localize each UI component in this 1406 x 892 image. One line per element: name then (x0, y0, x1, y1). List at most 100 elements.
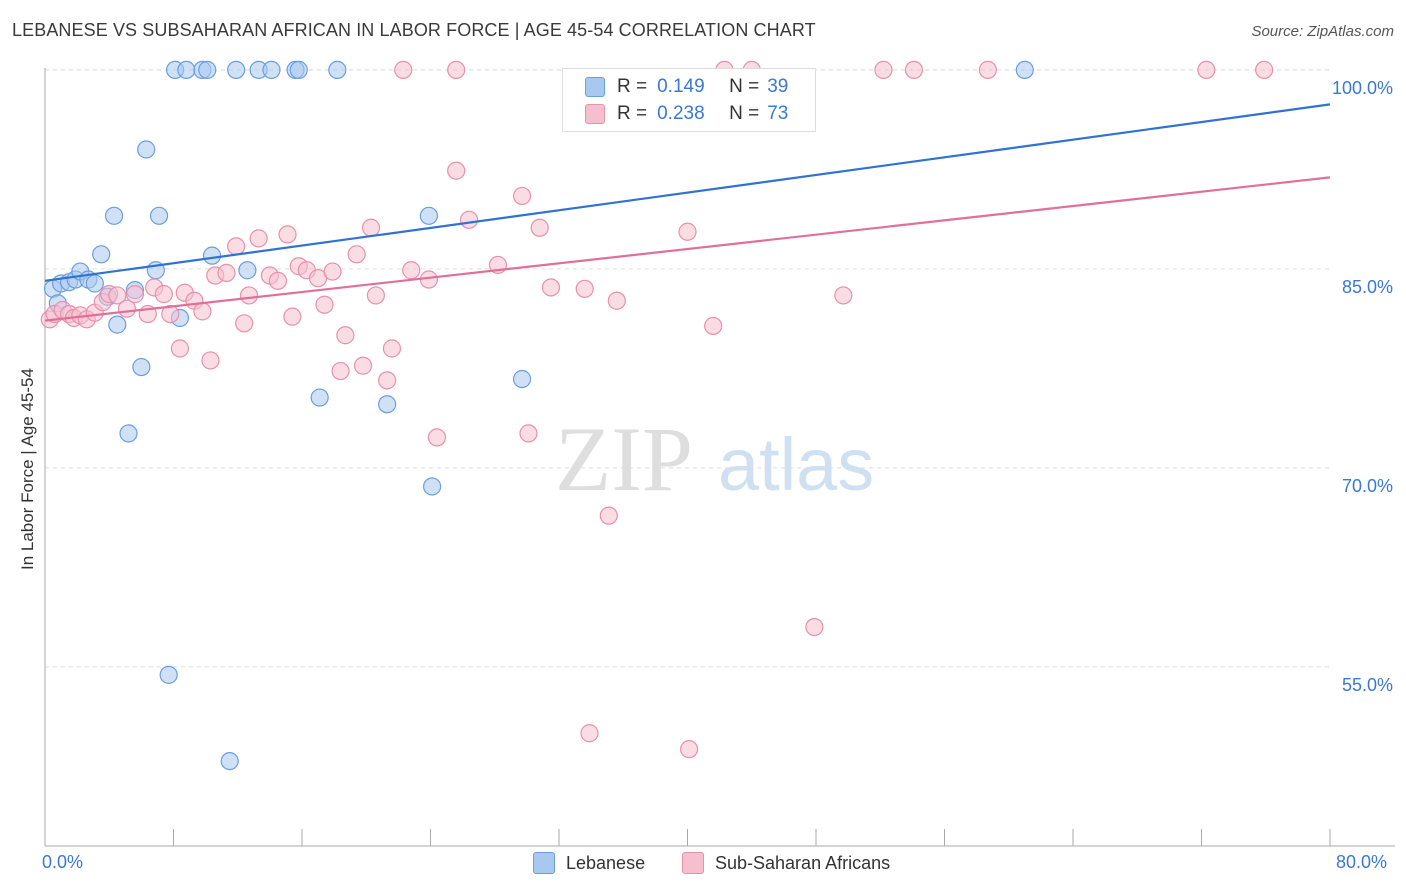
legend-item-subsaharan[interactable]: Sub-Saharan Africans (682, 852, 890, 874)
lebanese-point (423, 477, 442, 496)
lebanese-point (227, 60, 246, 80)
subsaharan-point (519, 424, 538, 443)
y-tick-label: 100.0% (1332, 78, 1393, 98)
subsaharan-point (235, 314, 254, 333)
lebanese-swatch (533, 852, 555, 874)
subsaharan-point (227, 237, 246, 256)
subsaharan-point (154, 285, 173, 304)
lebanese-point (132, 357, 151, 377)
lebanese-point (202, 246, 222, 265)
subsaharan-point (323, 262, 342, 281)
subsaharan-point (378, 371, 397, 390)
chart-title: LEBANESE VS SUBSAHARAN AFRICAN IN LABOR … (12, 20, 816, 40)
lebanese-point (137, 140, 156, 159)
subsaharan-point (427, 428, 447, 447)
lebanese-point (85, 274, 104, 293)
lebanese-point (119, 424, 138, 443)
lebanese-point (262, 60, 281, 80)
subsaharan-point (347, 245, 366, 264)
subsaharan-trend-line (44, 176, 1331, 322)
lebanese-point (512, 369, 532, 389)
source-label: Source: ZipAtlas.com (1251, 23, 1394, 40)
y-tick-label: 85.0% (1342, 277, 1393, 297)
legend-row-lebanese: R = 0.149 N = 39 (585, 75, 788, 99)
subsaharan-point (315, 295, 334, 314)
subsaharan-point (599, 506, 618, 525)
subsaharan-point (366, 286, 385, 305)
r-label: R = (617, 103, 648, 124)
lebanese-point (149, 206, 169, 225)
subsaharan-point (217, 263, 236, 282)
subsaharan-swatch (585, 104, 605, 124)
subsaharan-point (1255, 60, 1274, 80)
lebanese-point (198, 60, 217, 80)
subsaharan-point (541, 278, 561, 297)
lebanese-point (92, 245, 111, 264)
watermark-zip: ZIP (555, 408, 693, 510)
subsaharan-point (805, 617, 824, 637)
subsaharan-point (331, 361, 350, 381)
subsaharan-point (201, 351, 220, 370)
subsaharan-point (283, 307, 302, 326)
legend-label: Sub-Saharan Africans (715, 852, 891, 873)
subsaharan-point (193, 302, 212, 321)
n-value: 39 (767, 76, 789, 97)
subsaharan-point (361, 218, 381, 237)
subsaharan-point (680, 740, 699, 759)
subsaharan-point (678, 222, 697, 241)
lebanese-point (104, 206, 124, 225)
subsaharan-point (447, 161, 466, 180)
lebanese-point (310, 388, 329, 407)
series-legend: Lebanese Sub-Saharan Africans (0, 852, 1406, 876)
lebanese-swatch (585, 77, 605, 97)
lebanese-point (177, 60, 196, 80)
legend-item-lebanese[interactable]: Lebanese (533, 852, 645, 874)
subsaharan-point (278, 225, 297, 244)
lebanese-point (419, 206, 438, 225)
subsaharan-point (336, 326, 355, 345)
lebanese-point (289, 60, 308, 80)
lebanese-point (238, 261, 257, 280)
subsaharan-point (125, 285, 145, 304)
lebanese-point (108, 315, 127, 334)
subsaharan-point (447, 60, 466, 80)
subsaharan-point (394, 60, 413, 80)
subsaharan-point (268, 271, 288, 290)
subsaharan-point (904, 60, 924, 80)
n-label: N = (729, 103, 760, 124)
subsaharan-point (704, 316, 723, 336)
subsaharan-point (382, 339, 402, 358)
lebanese-point (378, 395, 397, 414)
subsaharan-point (239, 286, 259, 305)
r-label: R = (617, 76, 648, 97)
lebanese-trend-line (44, 103, 1331, 282)
x-tick-label-min: 0.0% (42, 852, 84, 872)
subsaharan-point (575, 279, 594, 298)
subsaharan-point (834, 286, 853, 305)
subsaharan-point (580, 724, 599, 743)
subsaharan-point (874, 60, 893, 80)
n-label: N = (729, 76, 760, 97)
lebanese-point (328, 60, 347, 80)
subsaharan-point (459, 210, 479, 229)
n-value: 73 (767, 103, 789, 124)
subsaharan-point (249, 229, 268, 248)
y-tick-label: 55.0% (1342, 675, 1393, 695)
correlation-legend: R = 0.149 N = 39 R = 0.238 N = 73 (562, 68, 816, 132)
y-tick-label: 70.0% (1342, 476, 1393, 496)
watermark-atlas: atlas (718, 423, 874, 506)
x-tick-label-max: 80.0% (1336, 852, 1388, 872)
legend-label: Lebanese (566, 852, 646, 873)
subsaharan-swatch (682, 852, 704, 874)
lebanese-point (1015, 60, 1034, 80)
subsaharan-point (607, 291, 626, 310)
lebanese-point (220, 751, 239, 771)
r-value: 0.149 (657, 76, 705, 97)
subsaharan-point (161, 304, 180, 324)
legend-row-subsaharan: R = 0.238 N = 73 (585, 102, 788, 126)
subsaharan-point (978, 60, 997, 80)
lebanese-point (159, 665, 178, 684)
subsaharan-point (170, 339, 190, 358)
r-value: 0.238 (657, 103, 705, 124)
